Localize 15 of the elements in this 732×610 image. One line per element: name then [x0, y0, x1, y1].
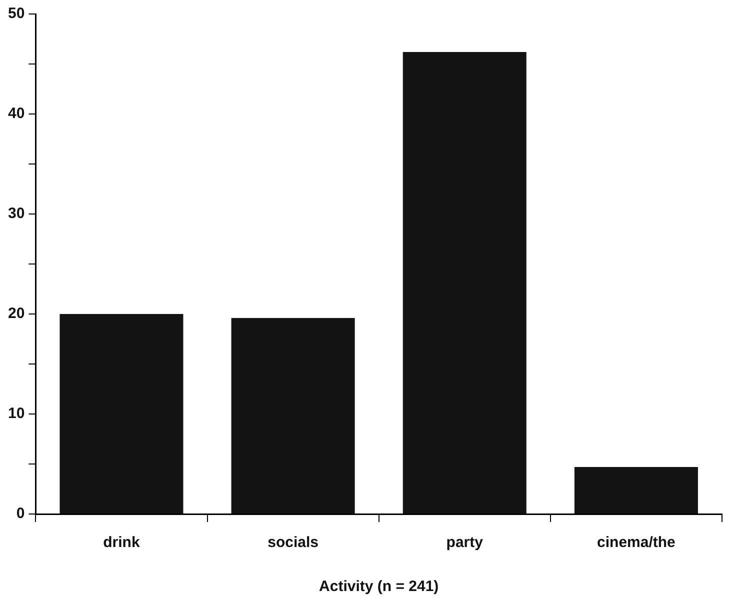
bar [402, 52, 526, 514]
bar [231, 318, 355, 514]
x-tick-label: cinema/the [597, 534, 676, 552]
x-tick-label: drink [103, 534, 140, 552]
y-tick-label: 50 [8, 5, 25, 22]
y-tick-label: 20 [8, 305, 25, 322]
y-tick-label: 40 [8, 105, 25, 122]
y-tick-label: 10 [8, 405, 25, 422]
x-tick-label: socials [268, 534, 318, 552]
x-axis-title: Activity (n = 241) [319, 578, 439, 596]
bar [60, 314, 184, 514]
y-tick-label: 30 [8, 205, 25, 222]
bar [574, 467, 698, 514]
x-tick-label: party [446, 534, 484, 552]
y-tick-label: 0 [16, 505, 25, 522]
